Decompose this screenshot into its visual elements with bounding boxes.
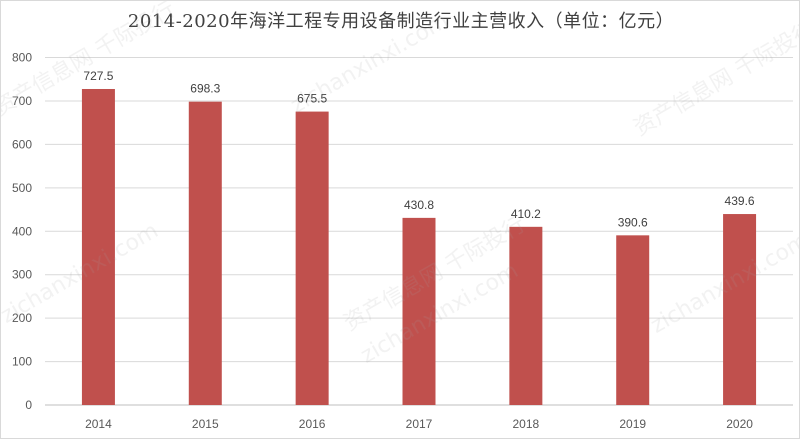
bar-2015 (188, 101, 222, 405)
x-tick-label: 2016 (299, 417, 326, 431)
data-label: 410.2 (511, 207, 541, 221)
bar-2017 (402, 217, 436, 405)
data-label: 390.6 (618, 215, 648, 229)
x-tick-label: 2019 (619, 417, 646, 431)
x-tick-label: 2015 (192, 417, 219, 431)
y-tick-label: 400 (12, 224, 32, 238)
data-label: 430.8 (404, 198, 434, 212)
bar-2018 (509, 226, 543, 405)
x-tick-label: 2014 (85, 417, 112, 431)
data-label: 727.5 (83, 69, 113, 83)
x-axis-ticks: 2014 2015 2016 2017 2018 2019 2020 (85, 417, 753, 431)
x-tick-label: 2020 (726, 417, 753, 431)
bar-2019 (616, 235, 650, 405)
y-tick-label: 700 (12, 94, 32, 108)
x-tick-label: 2018 (513, 417, 540, 431)
y-axis-ticks: 0 100 200 300 400 500 600 700 800 (12, 51, 32, 413)
data-label: 698.3 (190, 82, 220, 96)
y-tick-label: 0 (25, 398, 32, 412)
bars (81, 88, 757, 406)
y-tick-label: 800 (12, 51, 32, 65)
y-tick-label: 300 (12, 268, 32, 282)
data-label: 675.5 (297, 92, 327, 106)
data-labels: 727.5 698.3 675.5 430.8 410.2 390.6 439.6 (83, 69, 754, 229)
data-label: 439.6 (725, 194, 755, 208)
y-tick-label: 200 (12, 311, 32, 325)
y-tick-label: 100 (12, 355, 32, 369)
x-tick-label: 2017 (406, 417, 433, 431)
bar-2014 (81, 88, 115, 405)
y-tick-label: 600 (12, 137, 32, 151)
bar-2016 (295, 111, 329, 406)
bar-2020 (723, 214, 757, 405)
chart-title: 2014-2020年海洋工程专用设备制造行业主营收入（单位：亿元） (127, 11, 675, 32)
y-tick-label: 500 (12, 181, 32, 195)
